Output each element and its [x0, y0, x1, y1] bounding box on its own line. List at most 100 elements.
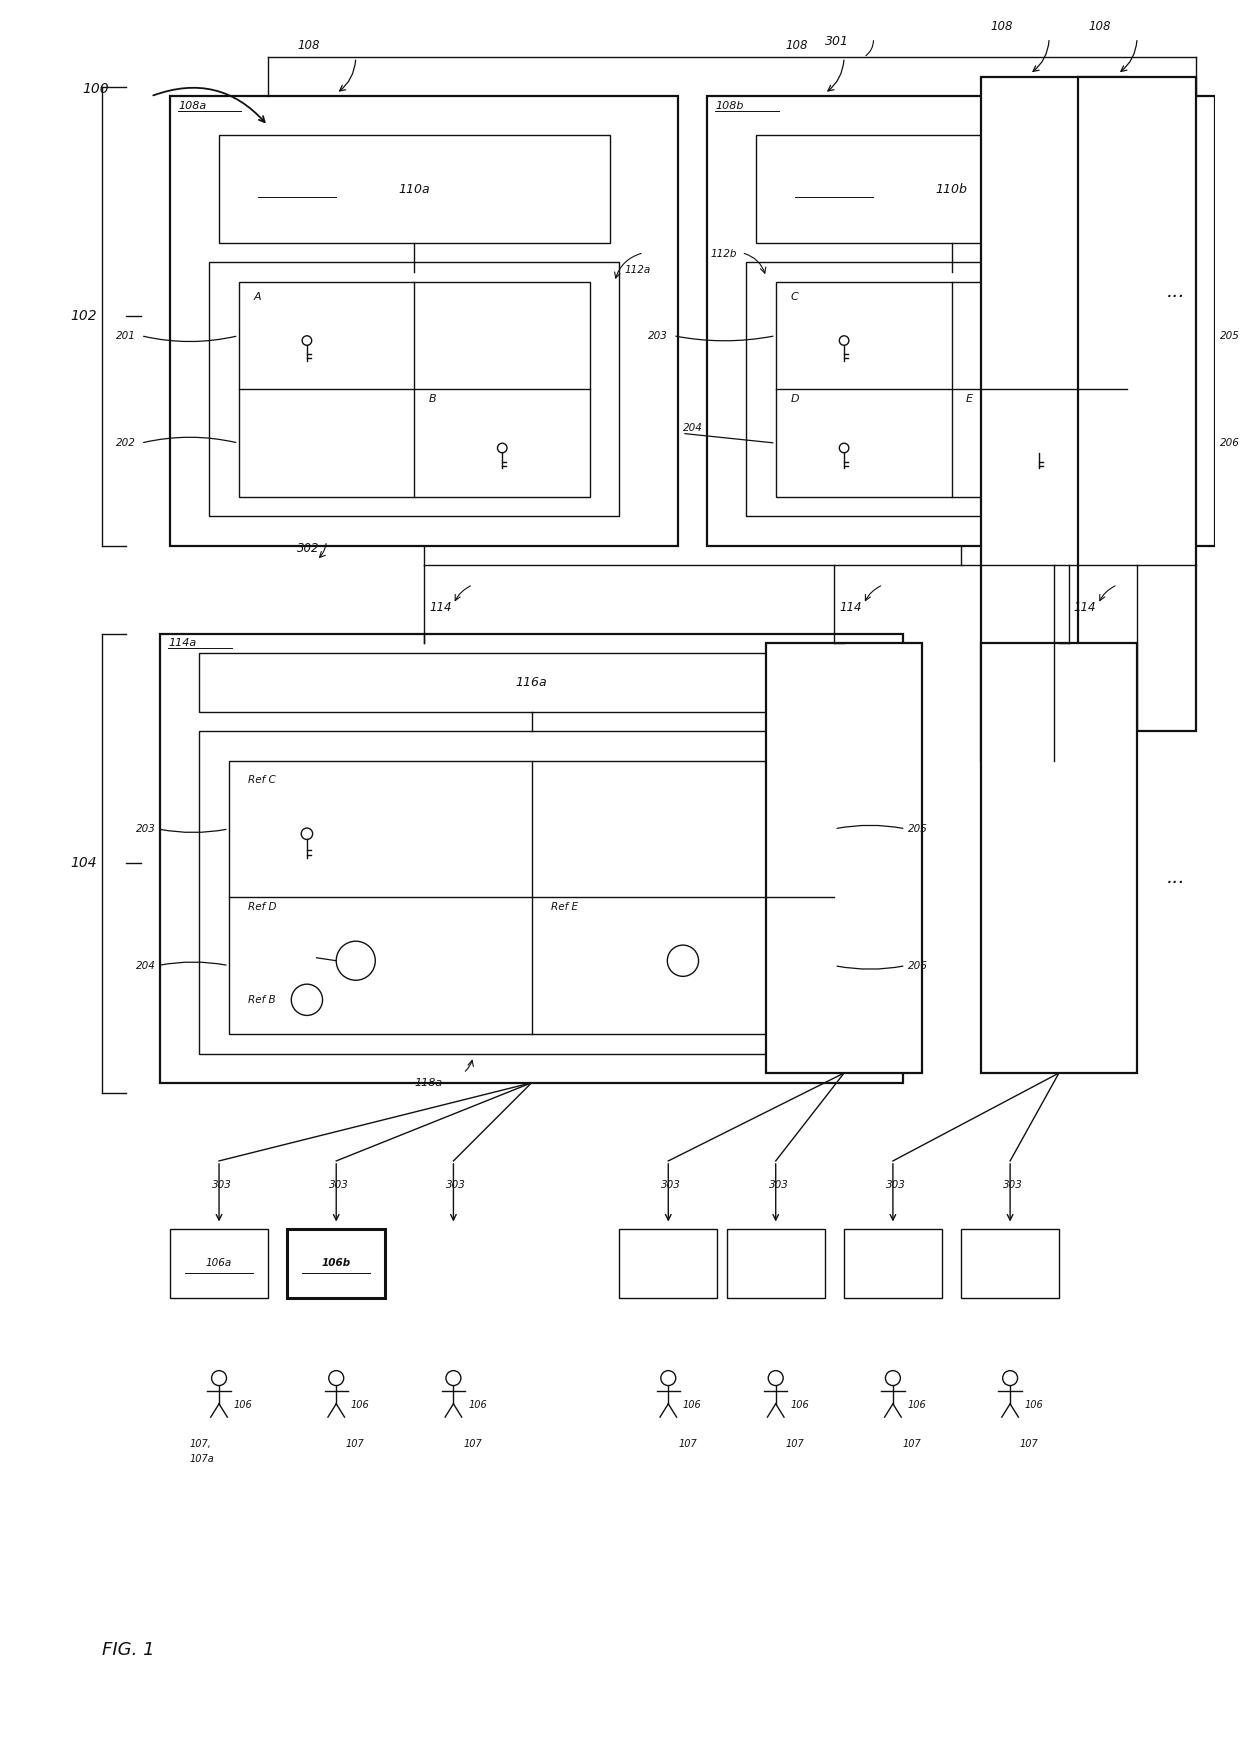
Text: 110a: 110a	[398, 183, 430, 195]
Text: 205: 205	[908, 823, 928, 834]
Circle shape	[1003, 1371, 1018, 1385]
Bar	[229, 760, 835, 1034]
Text: 107a: 107a	[190, 1453, 215, 1464]
Circle shape	[291, 985, 322, 1016]
Text: 303: 303	[1003, 1181, 1023, 1190]
Text: 303: 303	[446, 1181, 466, 1190]
Bar	[1079, 77, 1195, 732]
Text: ...: ...	[1167, 283, 1185, 302]
Text: 108: 108	[785, 39, 808, 53]
Text: 108: 108	[298, 39, 320, 53]
Text: 116a: 116a	[516, 676, 547, 690]
Bar	[170, 1228, 268, 1297]
Text: B: B	[429, 395, 436, 404]
Text: 102: 102	[71, 309, 97, 323]
Text: 114: 114	[429, 600, 451, 614]
Text: 205: 205	[1220, 330, 1240, 340]
Text: 203: 203	[649, 330, 668, 340]
Text: 303: 303	[769, 1181, 789, 1190]
Text: 104: 104	[71, 856, 97, 870]
Text: 301: 301	[825, 35, 848, 47]
Circle shape	[1034, 444, 1044, 453]
Text: 106: 106	[467, 1400, 487, 1411]
Circle shape	[329, 1371, 343, 1385]
Text: Ref C: Ref C	[248, 776, 277, 784]
Text: D: D	[790, 395, 799, 404]
Bar	[961, 1228, 1059, 1297]
Text: 303: 303	[885, 1181, 905, 1190]
Text: 107: 107	[1019, 1439, 1039, 1450]
Text: Ref D: Ref D	[248, 902, 277, 913]
Text: ...: ...	[1167, 869, 1185, 888]
Circle shape	[212, 1371, 227, 1385]
Text: A: A	[253, 291, 260, 302]
Text: 107: 107	[903, 1439, 921, 1450]
Text: 106a: 106a	[206, 1258, 232, 1269]
Text: E: E	[966, 395, 973, 404]
Circle shape	[446, 1371, 461, 1385]
Bar	[620, 1228, 717, 1297]
Text: 106: 106	[1024, 1400, 1044, 1411]
Circle shape	[497, 444, 507, 453]
Bar	[746, 263, 1157, 516]
Text: 114: 114	[1074, 600, 1096, 614]
Bar	[160, 634, 903, 1083]
Text: 107: 107	[346, 1439, 365, 1450]
Bar	[756, 135, 1147, 242]
Circle shape	[885, 1371, 900, 1385]
Text: 106: 106	[233, 1400, 253, 1411]
Bar	[200, 653, 863, 713]
Circle shape	[661, 1371, 676, 1385]
Text: 108b: 108b	[715, 102, 744, 111]
Text: 201: 201	[117, 330, 136, 340]
Circle shape	[336, 941, 376, 981]
Bar	[776, 283, 1127, 497]
Bar	[981, 644, 1137, 1072]
Bar	[766, 644, 923, 1072]
Text: 112a: 112a	[624, 265, 651, 276]
Circle shape	[667, 946, 698, 976]
Bar	[200, 732, 863, 1053]
Text: 106: 106	[683, 1400, 702, 1411]
Bar	[707, 97, 1215, 546]
Circle shape	[839, 335, 849, 346]
Text: 204: 204	[135, 960, 155, 971]
Bar	[844, 1228, 941, 1297]
Bar	[288, 1228, 386, 1297]
Text: 204: 204	[683, 423, 703, 433]
Bar	[219, 135, 610, 242]
Text: 107,: 107,	[190, 1439, 212, 1450]
Text: 110b: 110b	[935, 183, 967, 195]
Text: 112b: 112b	[711, 249, 737, 260]
Text: 114: 114	[839, 600, 862, 614]
Circle shape	[303, 335, 311, 346]
Bar	[727, 1228, 825, 1297]
Text: 302: 302	[298, 542, 320, 555]
Text: 106b: 106b	[321, 1258, 351, 1269]
Text: 107: 107	[785, 1439, 805, 1450]
Circle shape	[839, 444, 849, 453]
Text: 100: 100	[82, 82, 109, 97]
Text: 206: 206	[908, 960, 928, 971]
Text: 106: 106	[351, 1400, 370, 1411]
Text: 106: 106	[908, 1400, 926, 1411]
Text: 118a: 118a	[414, 1078, 443, 1088]
Text: 202: 202	[117, 439, 136, 448]
Bar	[170, 97, 678, 546]
Text: 303: 303	[329, 1181, 350, 1190]
Text: Ref E: Ref E	[551, 902, 578, 913]
Bar	[210, 263, 620, 516]
Text: 106: 106	[790, 1400, 810, 1411]
Text: 107: 107	[678, 1439, 697, 1450]
Circle shape	[769, 1371, 784, 1385]
Text: 114a: 114a	[169, 639, 196, 648]
Text: 203: 203	[135, 823, 155, 834]
Text: 108: 108	[1089, 19, 1111, 33]
Text: 108a: 108a	[179, 102, 206, 111]
Text: 107: 107	[464, 1439, 482, 1450]
Circle shape	[301, 828, 312, 839]
Text: Ref B: Ref B	[248, 995, 277, 1004]
Text: 108: 108	[991, 19, 1013, 33]
Bar	[981, 77, 1127, 760]
Text: 206: 206	[1220, 439, 1240, 448]
